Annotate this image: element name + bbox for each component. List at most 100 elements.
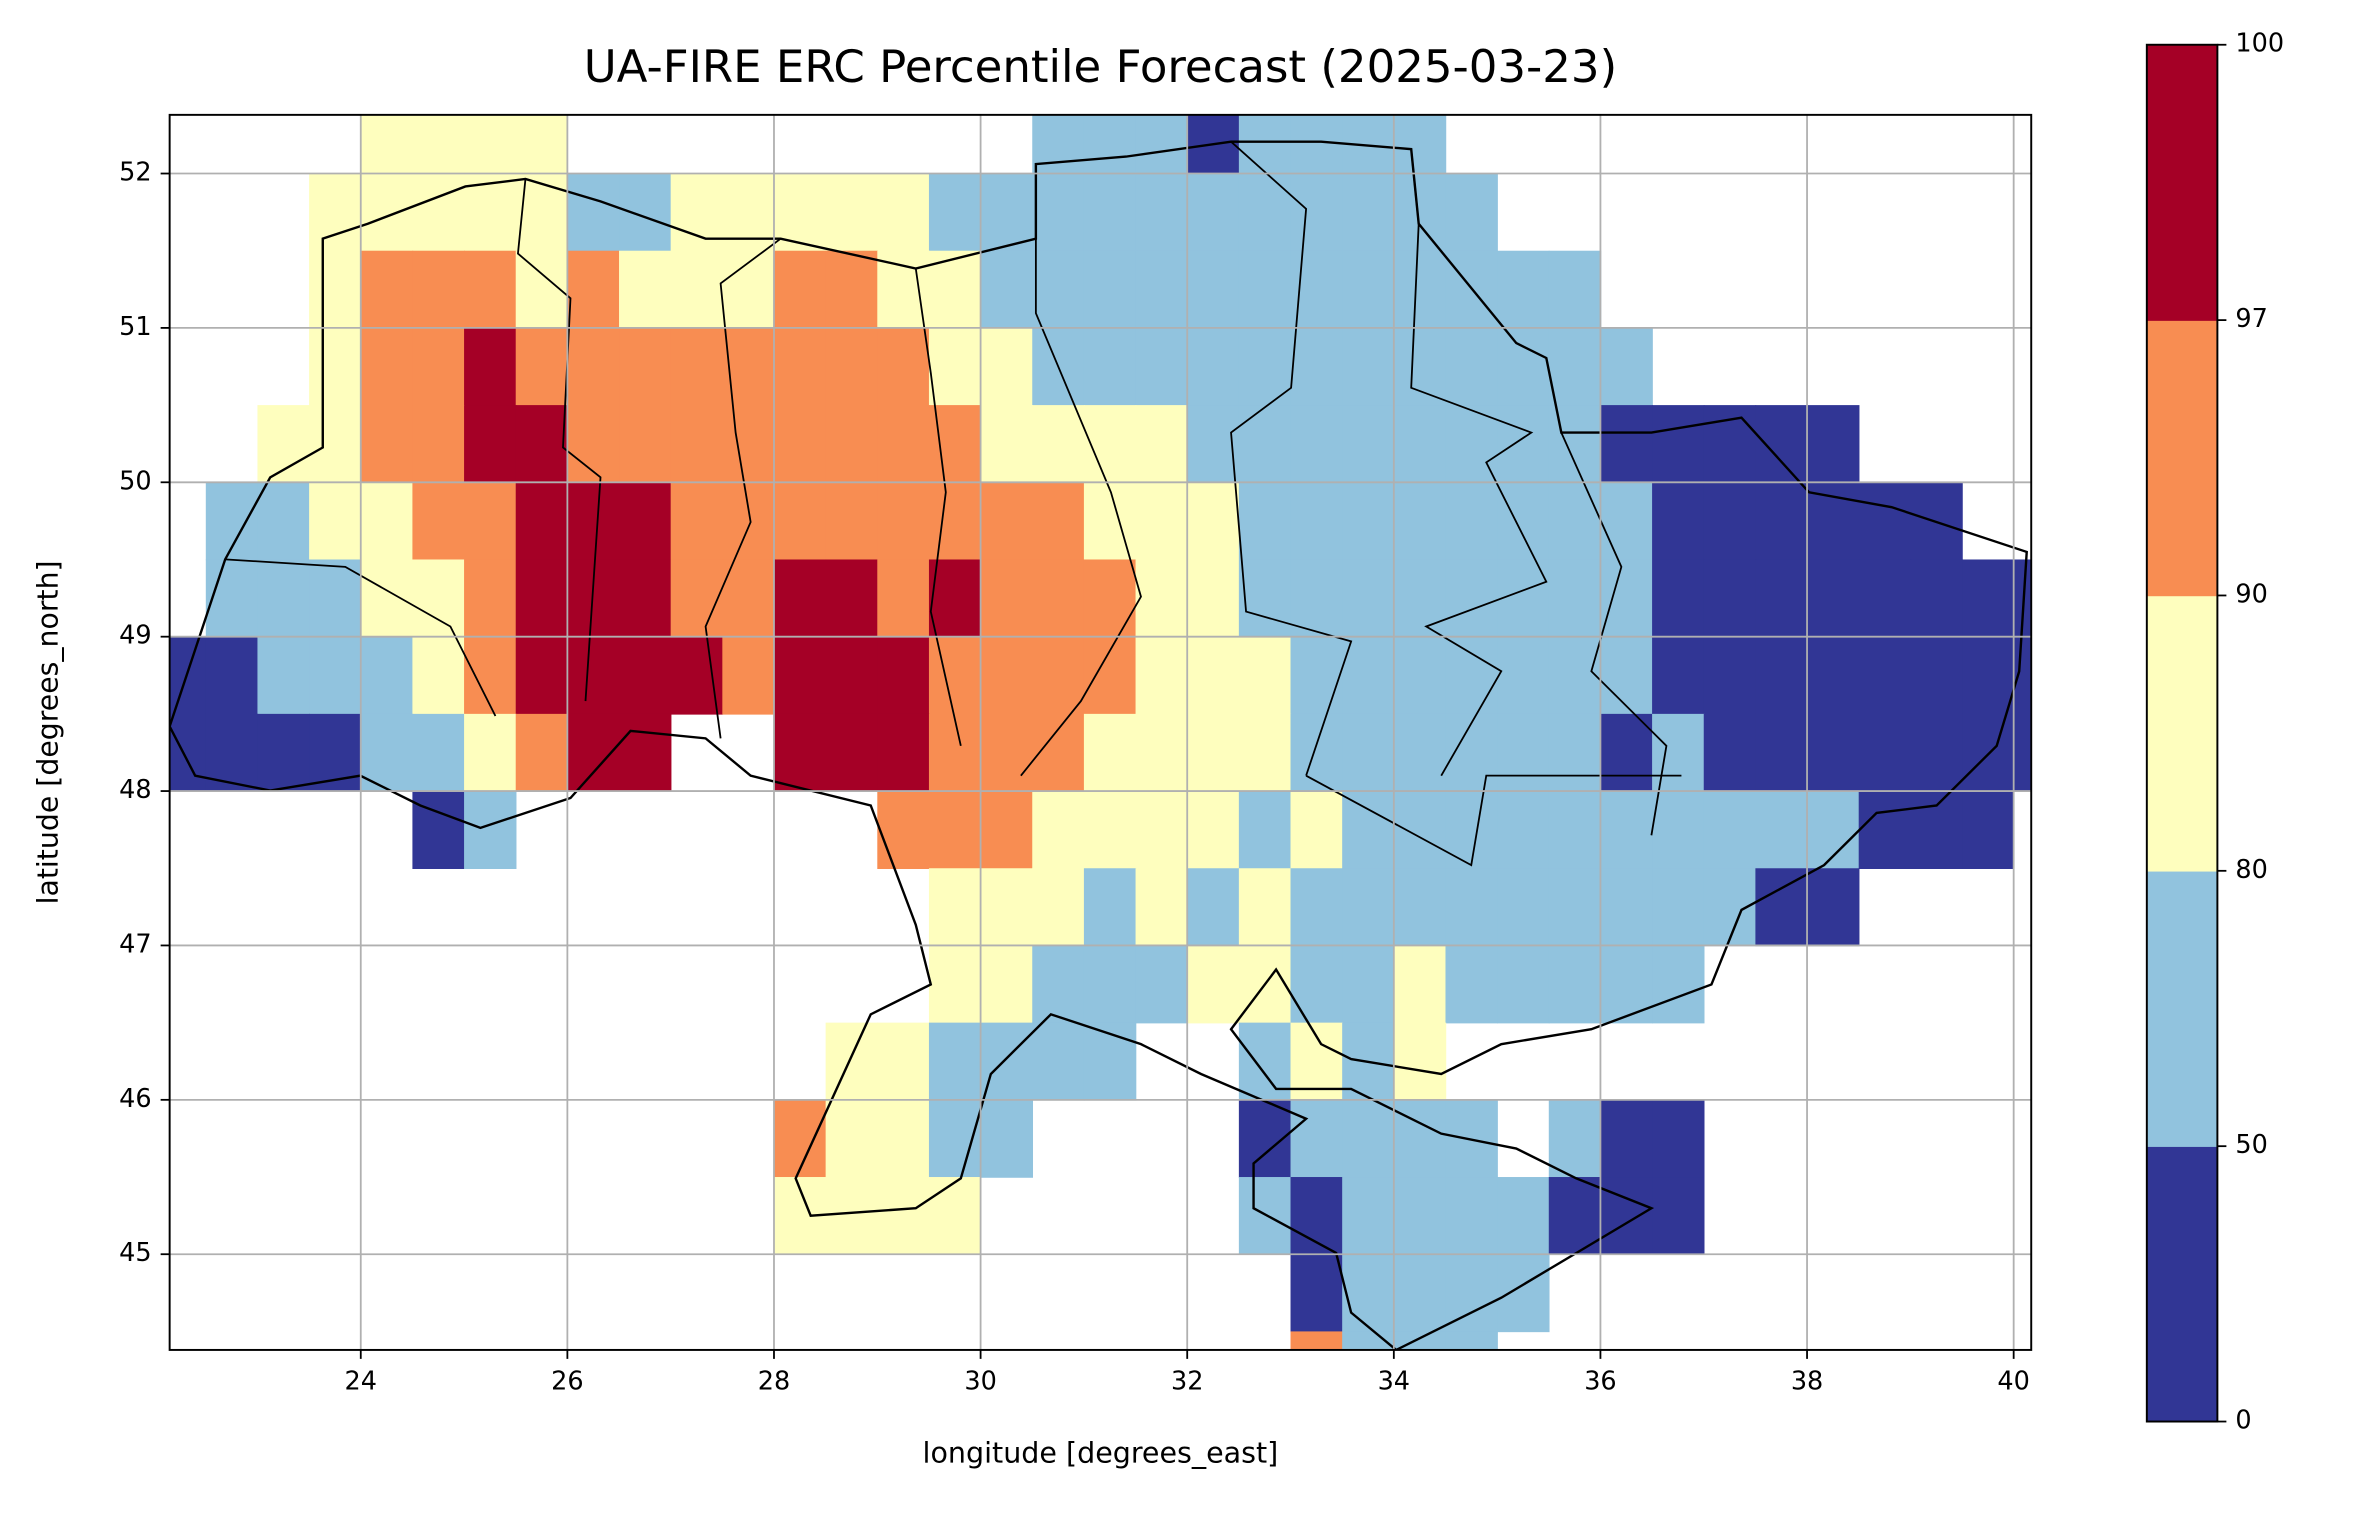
cell — [1548, 713, 1602, 792]
cell — [1497, 327, 1550, 406]
cell — [1807, 482, 1860, 561]
cell — [1290, 327, 1343, 406]
cell — [1548, 250, 1602, 329]
cell — [1393, 405, 1447, 484]
cell — [1135, 868, 1188, 947]
cell — [1807, 868, 1860, 947]
cell — [928, 636, 982, 715]
cell — [1342, 1177, 1395, 1255]
colorbar-segment — [2146, 44, 2218, 321]
cell — [1600, 327, 1653, 406]
cell — [1548, 791, 1602, 870]
cell — [1238, 559, 1292, 638]
cell — [825, 1099, 879, 1178]
cell — [1497, 868, 1550, 947]
cell — [1238, 713, 1292, 792]
cell — [773, 559, 827, 638]
cell — [1238, 1177, 1292, 1255]
cell — [412, 791, 465, 870]
cell — [928, 791, 982, 870]
cell — [1032, 713, 1085, 792]
cell — [722, 559, 775, 638]
cell — [1652, 559, 1705, 638]
cell — [1652, 405, 1705, 484]
cell — [619, 636, 672, 715]
cell — [1548, 636, 1602, 715]
cell — [1393, 945, 1447, 1024]
cell — [1342, 791, 1395, 870]
cell — [205, 636, 259, 715]
country-border — [169, 140, 2028, 1350]
cell — [515, 114, 569, 175]
cell — [928, 1022, 982, 1101]
cell — [1135, 713, 1188, 792]
cell — [1032, 945, 1085, 1024]
cell — [1703, 482, 1757, 561]
cell — [1032, 868, 1085, 947]
cell — [773, 1099, 827, 1178]
cell — [619, 327, 672, 406]
cell — [1497, 405, 1550, 484]
cell — [877, 327, 930, 406]
cell — [980, 559, 1034, 638]
cell — [169, 713, 207, 792]
cell — [257, 482, 310, 561]
cell — [1962, 791, 2015, 870]
cell — [2013, 559, 2032, 638]
cell — [670, 636, 724, 715]
cell — [1652, 1177, 1705, 1255]
colorbar-tick-label: 100 — [2235, 28, 2284, 58]
cell — [1290, 1254, 1343, 1333]
cell — [2013, 713, 2032, 792]
cell — [1342, 1099, 1395, 1178]
cell — [980, 868, 1034, 947]
cell — [1032, 791, 1085, 870]
cell — [1187, 945, 1240, 1024]
cell — [309, 559, 362, 638]
cell — [1342, 713, 1395, 792]
cell — [1393, 1254, 1447, 1333]
cell — [1445, 173, 1498, 252]
cell — [464, 636, 517, 715]
cell — [1393, 327, 1447, 406]
cell — [670, 482, 724, 561]
cell — [1083, 173, 1137, 252]
cell — [722, 636, 775, 715]
cell — [1755, 405, 1808, 484]
cell — [1135, 636, 1188, 715]
cell — [877, 482, 930, 561]
colorbar-segment — [2146, 595, 2218, 872]
cell — [1445, 1254, 1498, 1333]
cell — [1083, 250, 1137, 329]
cell — [1083, 868, 1137, 947]
cell — [1393, 1177, 1447, 1255]
cell — [1703, 636, 1757, 715]
cell — [1187, 559, 1240, 638]
cell — [980, 636, 1034, 715]
cell — [1703, 791, 1757, 870]
cell — [1548, 945, 1602, 1024]
cell — [1445, 327, 1498, 406]
cell — [309, 173, 362, 252]
cell — [412, 250, 465, 329]
cell — [877, 636, 930, 715]
colorbar: 0 50 80 90 97 100 — [2145, 28, 2284, 1434]
cell — [1290, 1099, 1343, 1178]
cell — [1548, 559, 1602, 638]
x-tick-label: 40 — [1997, 1366, 2029, 1396]
cell — [877, 1099, 930, 1178]
cell — [980, 405, 1034, 484]
cell — [825, 636, 879, 715]
cell — [1290, 559, 1343, 638]
colorbar-frame — [2145, 43, 2219, 1423]
cell — [1083, 405, 1137, 484]
cell — [1548, 482, 1602, 561]
cell — [360, 482, 414, 561]
cell — [1032, 636, 1085, 715]
cell — [464, 327, 517, 406]
cell — [1238, 114, 1292, 175]
cell — [928, 1099, 982, 1178]
cell — [670, 559, 724, 638]
y-tick-label: 48 — [119, 774, 151, 804]
